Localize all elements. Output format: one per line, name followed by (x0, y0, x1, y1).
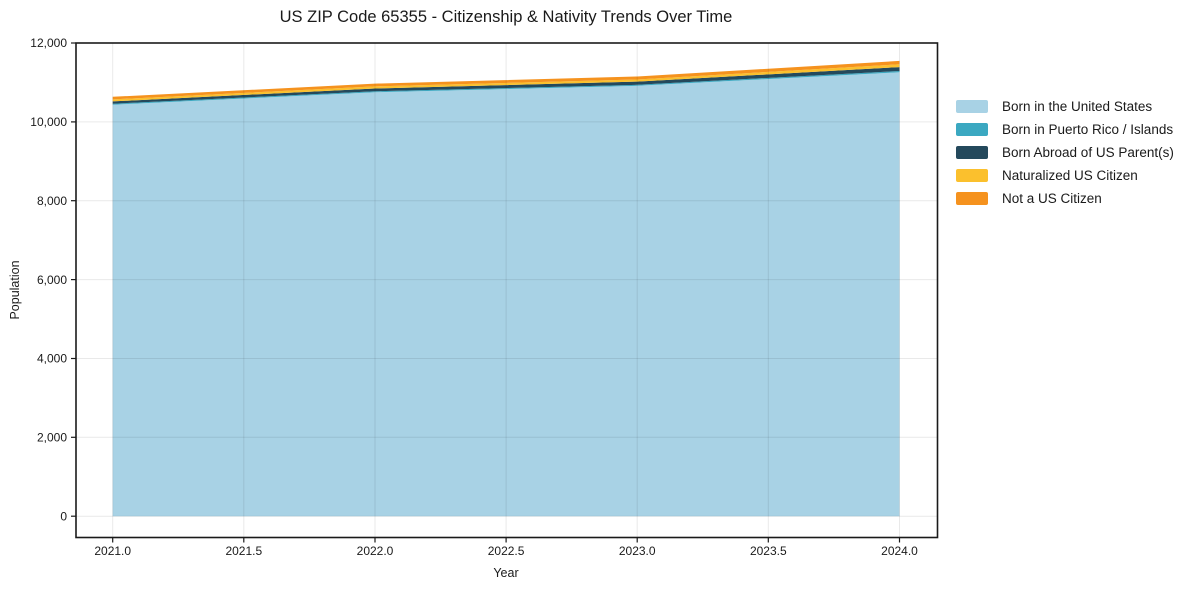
legend-label: Not a US Citizen (1002, 190, 1102, 206)
y-tick-label: 8,000 (37, 194, 67, 208)
area-series-2 (112, 67, 900, 104)
x-axis-label: Year (493, 566, 519, 580)
chart-title: US ZIP Code 65355 - Citizenship & Nativi… (279, 8, 733, 26)
y-tick-label: 12,000 (30, 36, 67, 50)
legend-swatch (956, 191, 988, 205)
x-tick-label: 2021.0 (94, 544, 131, 558)
area-stack (112, 60, 900, 517)
x-tick-label: 2022.5 (488, 544, 525, 558)
legend-item: Born in the United States (956, 98, 1174, 114)
legend-label: Born Abroad of US Parent(s) (1002, 144, 1174, 160)
axis-ticks: 2021.0 2021.5 2022.0 2022.5 2023.0 2023.5 2024… (30, 36, 918, 558)
y-tick-label: 6,000 (37, 273, 67, 287)
y-tick-label: 0 (60, 509, 67, 523)
legend-label: Naturalized US Citizen (1002, 167, 1138, 183)
area-series-4 (112, 60, 900, 100)
legend-label: Born in the United States (1002, 98, 1153, 114)
y-tick-label: 4,000 (37, 352, 67, 366)
legend-swatch (956, 99, 988, 113)
legend-item: Born in Puerto Rico / Islands (956, 121, 1174, 137)
area-series-0 (112, 72, 900, 517)
x-tick-label: 2023.0 (619, 544, 656, 558)
x-tick-label: 2024.0 (881, 544, 918, 558)
legend-swatch (956, 122, 988, 136)
plot-border (75, 42, 939, 539)
legend-swatch (956, 168, 988, 182)
y-tick-label: 10,000 (30, 115, 67, 129)
legend-item: Not a US Citizen (956, 190, 1174, 206)
legend: Born in the United States Born in Puerto … (956, 99, 1174, 214)
y-tick-label: 2,000 (37, 431, 67, 445)
x-tick-label: 2022.0 (357, 544, 394, 558)
legend-swatch (956, 145, 988, 159)
legend-item: Naturalized US Citizen (956, 167, 1174, 183)
legend-label: Born in Puerto Rico / Islands (1002, 121, 1174, 137)
legend-item: Born Abroad of US Parent(s) (956, 144, 1174, 160)
x-tick-label: 2021.5 (225, 544, 262, 558)
x-tick-label: 2023.5 (750, 544, 787, 558)
